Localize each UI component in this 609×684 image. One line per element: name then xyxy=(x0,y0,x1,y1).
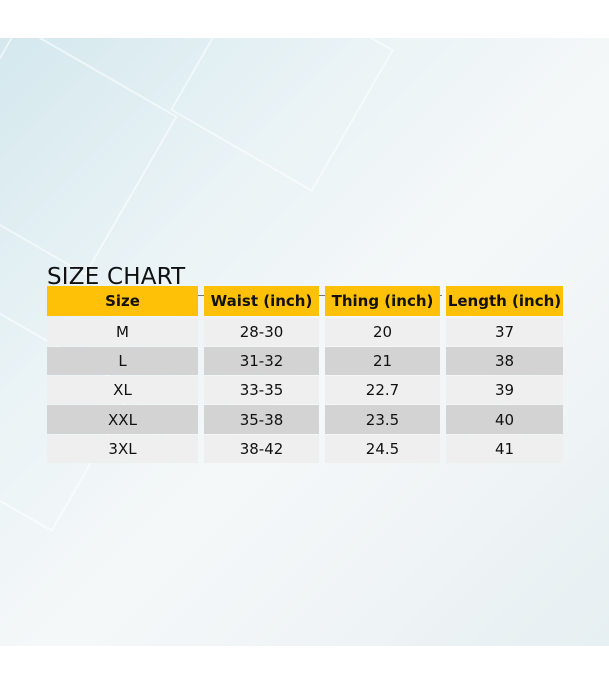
table-cell: M xyxy=(47,318,198,346)
table-cell: 3XL xyxy=(47,435,198,463)
table-cell: 35-38 xyxy=(204,405,319,434)
table-cell: 24.5 xyxy=(325,435,440,463)
table-cell: 39 xyxy=(446,376,563,404)
header-cell: Waist (inch) xyxy=(204,286,319,316)
table-cell: 22.7 xyxy=(325,376,440,404)
table-cell: 21 xyxy=(325,347,440,375)
header-cell: Size xyxy=(47,286,198,316)
header-cell: Length (inch) xyxy=(446,286,563,316)
decorative-hexagon xyxy=(169,38,395,193)
decorative-hexagon xyxy=(0,38,178,276)
table-cell: 40 xyxy=(446,405,563,434)
table-cell: 28-30 xyxy=(204,318,319,346)
table-cell: 20 xyxy=(325,318,440,346)
table-cell: 23.5 xyxy=(325,405,440,434)
table-cell: L xyxy=(47,347,198,375)
page-title: SIZE CHART xyxy=(47,264,186,290)
table-cell: XL xyxy=(47,376,198,404)
header-cell: Thing (inch) xyxy=(325,286,440,316)
table-cell: 33-35 xyxy=(204,376,319,404)
table-cell: 37 xyxy=(446,318,563,346)
table-cell: 41 xyxy=(446,435,563,463)
table-cell: 38-42 xyxy=(204,435,319,463)
table-cell: 38 xyxy=(446,347,563,375)
table-cell: 31-32 xyxy=(204,347,319,375)
table-cell: XXL xyxy=(47,405,198,434)
